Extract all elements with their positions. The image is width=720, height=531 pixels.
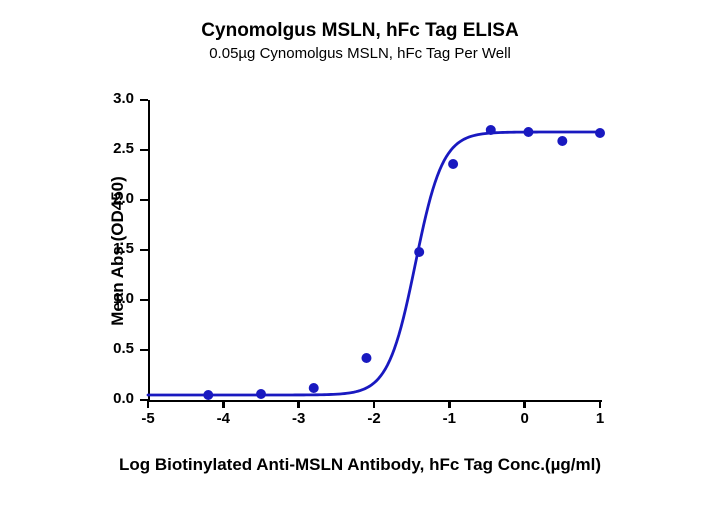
data-point <box>203 390 213 400</box>
y-tick <box>140 299 148 302</box>
data-point <box>523 127 533 137</box>
y-tick <box>140 349 148 352</box>
data-point <box>557 136 567 146</box>
y-tick-label: 1.5 <box>100 240 134 257</box>
x-tick <box>373 400 376 408</box>
y-tick-label: 1.0 <box>100 290 134 307</box>
chart-container: Cynomolgus MSLN, hFc Tag ELISA 0.05µg Cy… <box>0 0 720 531</box>
x-tick-label: 0 <box>505 410 545 427</box>
data-point <box>256 389 266 399</box>
x-tick <box>222 400 225 408</box>
x-tick-label: -5 <box>128 410 168 427</box>
x-tick-label: 1 <box>580 410 620 427</box>
y-tick-label: 2.5 <box>100 140 134 157</box>
fit-curve <box>148 132 600 395</box>
data-point <box>361 353 371 363</box>
x-tick <box>523 400 526 408</box>
y-tick-label: 0.0 <box>100 390 134 407</box>
y-tick <box>140 99 148 102</box>
x-tick-label: -3 <box>279 410 319 427</box>
data-point <box>309 383 319 393</box>
y-tick-label: 3.0 <box>100 90 134 107</box>
y-tick-label: 2.0 <box>100 190 134 207</box>
x-tick-label: -4 <box>203 410 243 427</box>
data-point <box>448 159 458 169</box>
data-point <box>414 247 424 257</box>
x-tick-label: -2 <box>354 410 394 427</box>
y-tick-label: 0.5 <box>100 340 134 357</box>
x-axis-label: Log Biotinylated Anti-MSLN Antibody, hFc… <box>0 455 720 475</box>
x-tick <box>297 400 300 408</box>
y-tick <box>140 249 148 252</box>
x-tick <box>147 400 150 408</box>
y-tick <box>140 149 148 152</box>
data-point <box>595 128 605 138</box>
data-point <box>486 125 496 135</box>
x-tick <box>448 400 451 408</box>
y-tick <box>140 199 148 202</box>
x-tick <box>599 400 602 408</box>
x-tick-label: -1 <box>429 410 469 427</box>
